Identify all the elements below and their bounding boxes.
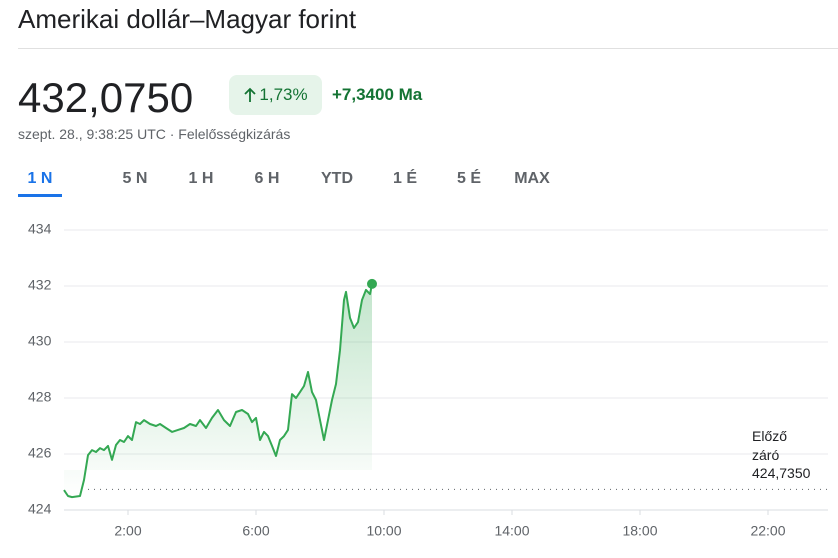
up-arrow-icon (244, 87, 257, 102)
current-point (367, 278, 377, 289)
change-percent: 1,73% (259, 85, 308, 104)
y-tick-label: 434 (28, 221, 52, 237)
x-tick-label: 6:00 (242, 523, 269, 539)
price: 432,0750 (18, 74, 194, 121)
price-line (63, 283, 373, 499)
range-tab[interactable]: YTD (321, 170, 353, 187)
x-tick-label: 10:00 (366, 523, 401, 539)
previous-close-label: Előző záró (752, 428, 788, 463)
x-tick-label: 2:00 (114, 523, 141, 539)
divider (18, 48, 838, 49)
range-tabs: 1 N 5 N 1 H 6 H YTD 1 É 5 É MAX (18, 168, 562, 197)
x-tick-label: 14:00 (494, 523, 529, 539)
y-tick-label: 426 (28, 445, 52, 461)
x-tick-label: 18:00 (622, 523, 657, 539)
y-tick-label: 430 (28, 333, 52, 349)
range-tab[interactable]: 1 É (392, 170, 417, 187)
x-tick-label: 22:00 (750, 523, 785, 539)
change-absolute: +7,3400 Ma (332, 85, 423, 104)
y-tick-label: 432 (28, 277, 52, 293)
range-tab[interactable]: MAX (514, 170, 550, 187)
area-fill (64, 283, 372, 498)
range-tab[interactable]: 1 H (188, 170, 214, 187)
timestamp: szept. 28., 9:38:25 UTC · Felelősségkizá… (18, 126, 291, 142)
y-tick-label: 428 (28, 389, 52, 405)
range-tab[interactable]: 6 H (254, 170, 280, 187)
title: Amerikai dollár–Magyar forint (18, 4, 357, 34)
change-badge: 1,73% (229, 75, 322, 115)
previous-close-value: 424,7350 (752, 465, 811, 481)
range-tab[interactable]: 1 N (18, 168, 62, 197)
range-tab[interactable]: 5 N (122, 170, 148, 187)
y-tick-label: 424 (28, 501, 52, 517)
range-tab[interactable]: 5 É (456, 170, 481, 187)
